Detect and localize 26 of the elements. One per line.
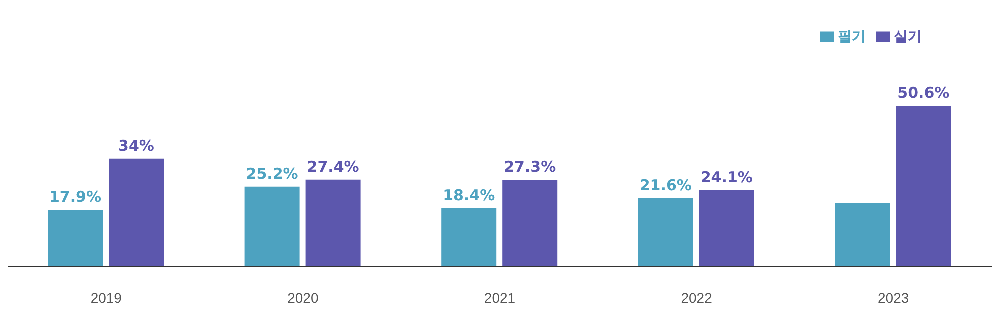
x-tick-label: 2021 [484, 290, 516, 306]
bar [306, 180, 361, 267]
legend-label: 필기 [838, 28, 866, 44]
x-tick-label: 2019 [90, 290, 122, 306]
bar [835, 203, 890, 267]
x-tick-label: 2022 [681, 290, 713, 306]
data-label: 21.6% [640, 176, 692, 194]
bar [896, 106, 952, 267]
data-label: 25.2% [246, 164, 298, 183]
x-tick-label: 2023 [878, 290, 910, 306]
x-tick-label: 2020 [288, 290, 319, 306]
data-label: 18.4% [443, 186, 496, 204]
bar [48, 210, 103, 267]
bar [638, 198, 694, 267]
bar [244, 186, 300, 267]
bar [109, 158, 164, 267]
bar [442, 208, 497, 267]
data-label: 17.9% [49, 188, 102, 206]
bar [502, 180, 558, 267]
data-label: 27.4% [307, 158, 360, 176]
data-label: 34% [118, 136, 154, 155]
data-label: 24.1% [700, 168, 753, 186]
data-label: 27.3% [504, 158, 556, 176]
data-label: 50.6% [898, 84, 950, 102]
legend-label: 실기 [894, 28, 922, 44]
bar [699, 190, 754, 267]
